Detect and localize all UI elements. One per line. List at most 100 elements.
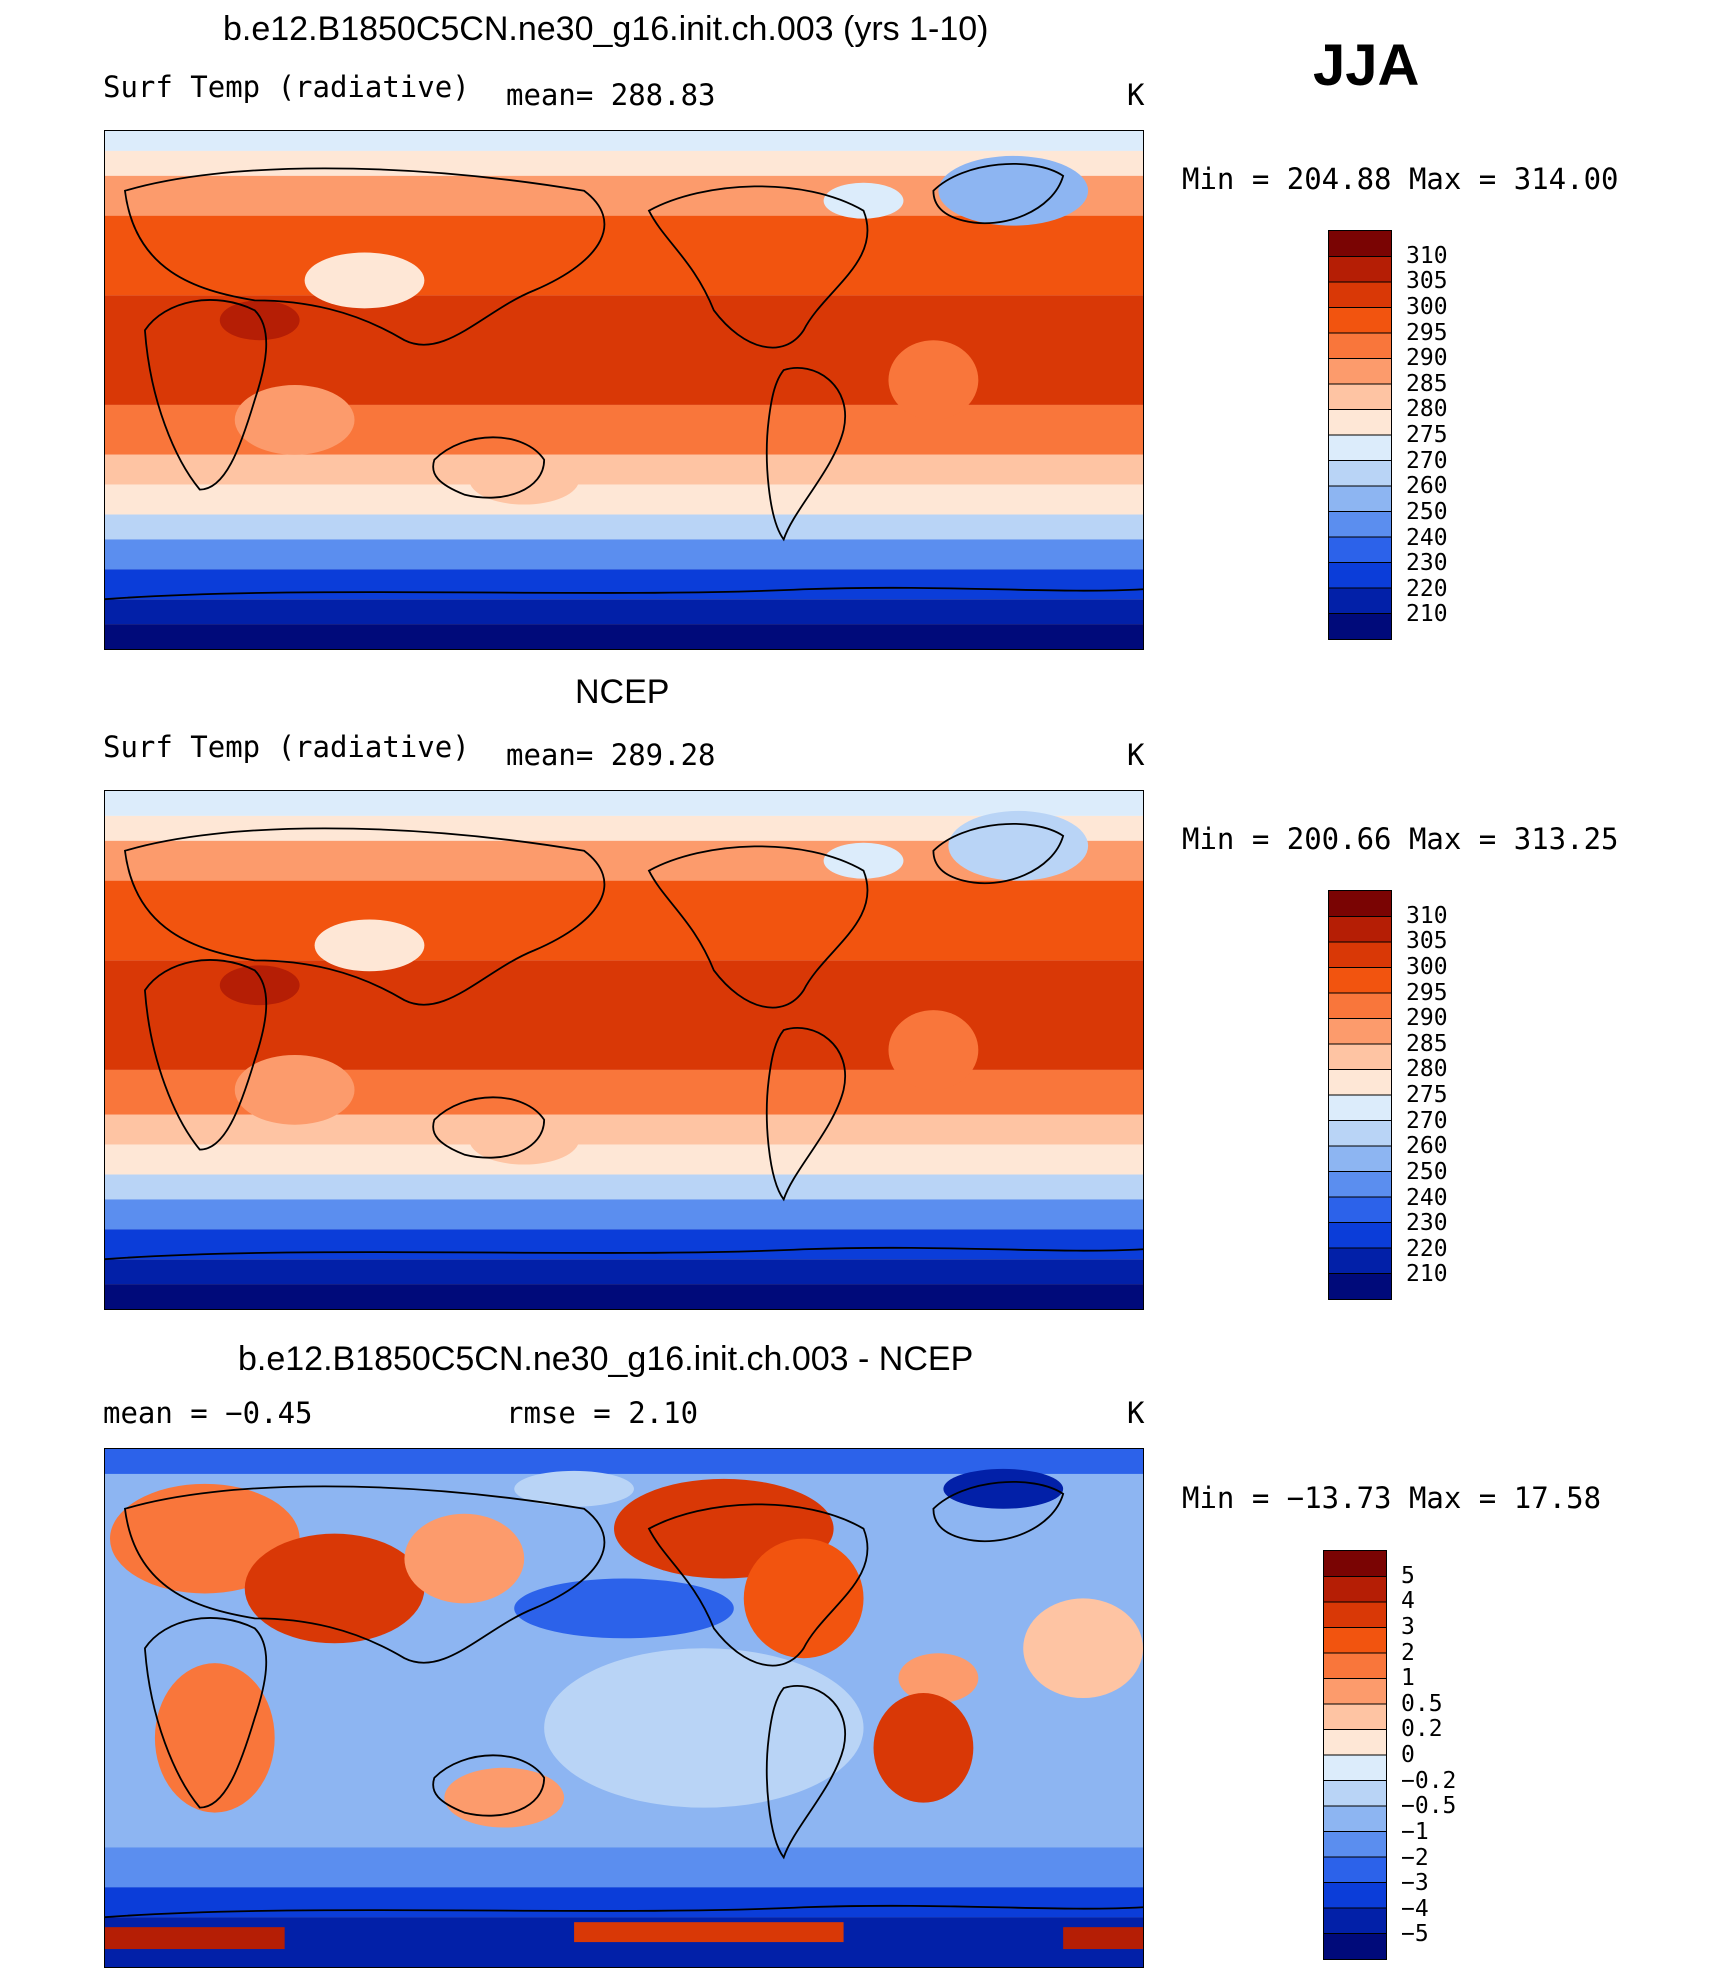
panel1-map	[104, 130, 1144, 650]
colorbar-swatch	[1329, 562, 1391, 589]
colorbar-swatch	[1329, 486, 1391, 512]
colorbar-tick-label: −5	[1401, 1921, 1429, 1948]
colorbar-tick-label: 285	[1406, 370, 1448, 397]
colorbar-swatch	[1329, 1248, 1391, 1274]
panel2-colorbar	[1328, 890, 1392, 1300]
panel3-mean-label: mean = −0.45	[103, 1396, 313, 1430]
colorbar-swatch	[1329, 1222, 1391, 1249]
colorbar-swatch	[1329, 384, 1391, 410]
colorbar-swatch	[1329, 409, 1391, 436]
colorbar-swatch	[1329, 231, 1391, 257]
colorbar-swatch	[1324, 1933, 1386, 1959]
colorbar-tick-label: 220	[1406, 1235, 1448, 1262]
colorbar-swatch	[1324, 1678, 1386, 1705]
colorbar-tick-label: 210	[1406, 1261, 1448, 1288]
colorbar-tick-label: 295	[1406, 319, 1448, 346]
colorbar-swatch	[1324, 1806, 1386, 1832]
panel2-variable-label: Surf Temp (radiative)	[103, 730, 470, 764]
panel1-colorbar	[1328, 230, 1392, 640]
colorbar-swatch	[1329, 282, 1391, 308]
colorbar-swatch	[1329, 1146, 1391, 1172]
colorbar-tick-label: 5	[1401, 1562, 1415, 1589]
colorbar-tick-label: 295	[1406, 979, 1448, 1006]
colorbar-swatch	[1329, 1018, 1391, 1045]
colorbar-swatch	[1324, 1627, 1386, 1654]
colorbar-swatch	[1324, 1780, 1386, 1807]
panel1-colorbar-ticks: 310 305 300 295 290 285 280 275 270 260 250 240 230 2…	[1406, 230, 1486, 640]
colorbar-swatch	[1324, 1704, 1386, 1730]
colorbar-tick-label: 305	[1406, 928, 1448, 955]
panel3-map	[104, 1448, 1144, 1968]
panel3-title: b.e12.B1850C5CN.ne30_g16.init.ch.003 - N…	[238, 1340, 974, 1378]
colorbar-swatch	[1329, 1197, 1391, 1223]
colorbar-swatch	[1324, 1857, 1386, 1883]
colorbar-tick-label: 275	[1406, 1082, 1448, 1108]
colorbar-swatch	[1329, 891, 1391, 917]
colorbar-tick-label: 260	[1406, 473, 1448, 500]
colorbar-swatch	[1329, 460, 1391, 487]
colorbar-swatch	[1329, 256, 1391, 283]
colorbar-tick-label: 230	[1406, 550, 1448, 577]
colorbar-tick-label: 290	[1406, 345, 1448, 372]
colorbar-tick-label: −3	[1401, 1870, 1429, 1897]
panel3-colorbar	[1323, 1550, 1387, 1960]
colorbar-swatch	[1329, 358, 1391, 385]
colorbar-tick-label: 3	[1401, 1613, 1415, 1640]
colorbar-tick-label: 240	[1406, 524, 1448, 551]
colorbar-tick-label: 305	[1406, 268, 1448, 295]
panel2-map	[104, 790, 1144, 1310]
colorbar-swatch	[1329, 537, 1391, 563]
colorbar-swatch	[1329, 916, 1391, 943]
colorbar-swatch	[1329, 613, 1391, 639]
colorbar-tick-label: 280	[1406, 396, 1448, 423]
colorbar-swatch	[1329, 511, 1391, 538]
colorbar-swatch	[1329, 435, 1391, 461]
season-label: JJA	[1313, 33, 1420, 98]
colorbar-tick-label: 260	[1406, 1133, 1448, 1160]
panel2-colorbar-ticks: 310 305 300 295 290 285 280 275 270 260 250 240 230 2…	[1406, 890, 1486, 1300]
colorbar-swatch	[1324, 1602, 1386, 1628]
colorbar-tick-label: 310	[1406, 902, 1448, 929]
panel1-title: b.e12.B1850C5CN.ne30_g16.init.ch.003 (yr…	[223, 10, 989, 48]
panel3-colorbar-ticks: 5 4 3 2 1 0.5 0.2 0 −0.2 −0.5 −1 −2 −3 −4 −5	[1401, 1550, 1491, 1960]
colorbar-tick-label: 270	[1406, 1107, 1448, 1134]
panel1-variable-label: Surf Temp (radiative)	[103, 70, 470, 104]
colorbar-swatch	[1329, 1069, 1391, 1096]
colorbar-swatch	[1329, 1095, 1391, 1121]
colorbar-swatch	[1324, 1653, 1386, 1679]
colorbar-swatch	[1324, 1551, 1386, 1577]
colorbar-tick-label: 0	[1401, 1742, 1415, 1768]
colorbar-tick-label: 240	[1406, 1184, 1448, 1211]
colorbar-tick-label: −1	[1401, 1818, 1429, 1845]
colorbar-swatch	[1329, 1120, 1391, 1147]
colorbar-tick-label: 0.5	[1401, 1690, 1443, 1717]
panel3-minmax-label: Min = −13.73 Max = 17.58	[1182, 1481, 1602, 1515]
panel3-units-label: K	[1127, 1396, 1145, 1430]
colorbar-swatch	[1329, 1171, 1391, 1198]
colorbar-swatch	[1329, 588, 1391, 614]
colorbar-swatch	[1324, 1576, 1386, 1603]
panel1-minmax-label: Min = 204.88 Max = 314.00	[1182, 162, 1619, 196]
colorbar-tick-label: 4	[1401, 1588, 1415, 1615]
colorbar-tick-label: 275	[1406, 422, 1448, 448]
colorbar-tick-label: 2	[1401, 1639, 1415, 1666]
colorbar-tick-label: 290	[1406, 1005, 1448, 1032]
colorbar-tick-label: 310	[1406, 242, 1448, 269]
colorbar-tick-label: 250	[1406, 1158, 1448, 1185]
colorbar-swatch	[1324, 1882, 1386, 1909]
colorbar-swatch	[1324, 1755, 1386, 1781]
panel2-title: NCEP	[575, 673, 670, 711]
colorbar-tick-label: 220	[1406, 575, 1448, 602]
colorbar-swatch	[1329, 993, 1391, 1019]
colorbar-tick-label: 1	[1401, 1665, 1415, 1692]
colorbar-tick-label: 230	[1406, 1210, 1448, 1237]
panel2-mean-label: mean= 289.28	[506, 738, 716, 772]
panel2-minmax-label: Min = 200.66 Max = 313.25	[1182, 822, 1619, 856]
colorbar-tick-label: 0.2	[1401, 1716, 1443, 1743]
colorbar-tick-label: 210	[1406, 601, 1448, 628]
panel3-rmse-label: rmse = 2.10	[506, 1396, 699, 1430]
colorbar-swatch	[1324, 1729, 1386, 1756]
colorbar-tick-label: 300	[1406, 953, 1448, 980]
panel2-units-label: K	[1127, 738, 1145, 772]
colorbar-tick-label: 270	[1406, 447, 1448, 474]
